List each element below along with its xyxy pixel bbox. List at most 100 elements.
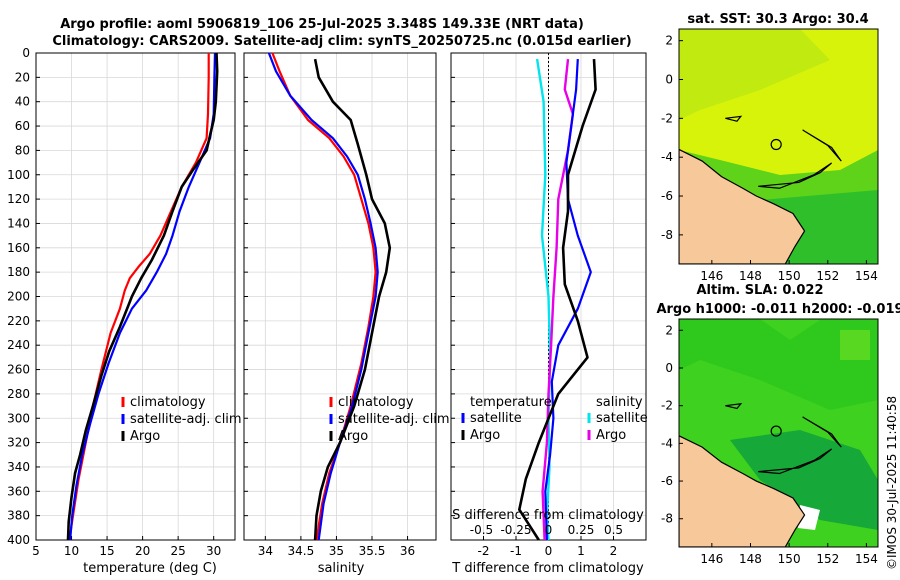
map-x-tick-label: 152 <box>816 552 839 566</box>
land-mass <box>679 148 806 264</box>
x-tick-label: 35 <box>329 544 344 558</box>
y-tick-label: 140 <box>7 216 30 230</box>
island-new-britain <box>758 162 833 189</box>
map-x-tick-label: 146 <box>700 269 723 283</box>
y-tick-label: 180 <box>7 265 30 279</box>
argo-location-marker <box>770 138 782 151</box>
map-x-tick-label: 150 <box>778 552 801 566</box>
y-tick-label: 340 <box>7 460 30 474</box>
legend-label: Argo <box>470 428 500 443</box>
y-tick-label: 80 <box>15 143 30 157</box>
y-tick-label: 160 <box>7 241 30 255</box>
map-x-tick-label: 148 <box>739 269 762 283</box>
sla-map-title2: Argo h1000: -0.011 h2000: -0.019 <box>656 302 900 317</box>
map-color-patch <box>798 505 820 530</box>
difference-panel: -2 -1 0 1 2-0.5 -0.25 0 0.25 0.5temperaturesatel… <box>450 52 648 558</box>
map-x-tick-label: 152 <box>816 269 839 283</box>
timestamp-label: ©IMOS 30-Jul-2025 11:40:58 <box>885 396 899 570</box>
series-temperature-satellite-line <box>544 59 592 541</box>
map-x-tick-label: 154 <box>855 552 878 566</box>
s-tick-label: 0.5 <box>604 523 623 537</box>
map-y-tick-label: -2 <box>661 111 673 125</box>
x-tick-label: -1 <box>510 544 522 558</box>
salinity-panel: 34 34.5 35 35.5 36 climatology satellite-adj. … <box>243 52 450 558</box>
legend-label: satellite <box>470 411 522 426</box>
s-tick-label: 0.25 <box>568 523 595 537</box>
x-tick-label: 34.5 <box>288 544 315 558</box>
map-field <box>679 319 878 547</box>
legend-label: climatology <box>338 395 414 410</box>
x-tick-label: 36 <box>400 544 415 558</box>
figure-title-line2: Climatology: CARS2009. Satellite-adj cli… <box>52 34 631 49</box>
sla-map-title1: Altim. SLA: 0.022 <box>697 283 824 298</box>
map-y-tick-label: -4 <box>661 436 673 450</box>
map-color-patch <box>840 330 870 360</box>
map-y-tick-label: -4 <box>661 150 673 164</box>
map-y-tick-label: 0 <box>665 72 673 86</box>
series-argo-line <box>66 52 219 541</box>
x-tick-label: 5 <box>32 544 40 558</box>
map-y-tick-label: -2 <box>661 399 673 413</box>
map-y-tick-label: -8 <box>661 512 673 526</box>
x-tick-label: 15 <box>99 544 114 558</box>
legend-head-salinity: salinity <box>596 395 643 410</box>
map-frame <box>678 318 879 548</box>
island-manus <box>725 115 743 122</box>
x-tick-label: -2 <box>478 544 490 558</box>
temperature-panel: 5 10 15 20 25 3002040608010012014016018020022… <box>7 46 242 558</box>
legend-head-temperature: temperature <box>470 395 552 410</box>
series-salinity-argo-line <box>541 58 575 541</box>
island-new-ireland <box>802 416 842 448</box>
figure-title-line1: Argo profile: aoml 5906819_106 25-Jul-20… <box>60 17 584 32</box>
legend-label: Argo <box>596 428 626 443</box>
map-field <box>679 29 878 264</box>
s-tick-label: -0.25 <box>500 523 531 537</box>
y-tick-label: 40 <box>15 95 30 109</box>
y-tick-label: 0 <box>22 46 30 60</box>
y-tick-label: 360 <box>7 484 30 498</box>
s-tick-label: 0 <box>545 523 553 537</box>
map-y-tick-label: -8 <box>661 228 673 242</box>
series-salinity-satellite-line <box>535 58 552 541</box>
y-tick-label: 240 <box>7 338 30 352</box>
y-tick-label: 220 <box>7 314 30 328</box>
map-color-patch <box>730 430 878 530</box>
island-new-ireland <box>802 129 842 162</box>
y-tick-label: 60 <box>15 119 30 133</box>
legend-label: climatology <box>130 395 206 410</box>
difference-xlabel: T difference from climatology <box>451 561 644 576</box>
salinity-xlabel: salinity <box>318 561 365 576</box>
s-tick-label: -0.5 <box>470 523 493 537</box>
sst-map: 146 148 150 152 154 2 0 -2 -4 -6 -8 <box>661 28 879 283</box>
x-tick-label: 25 <box>171 544 186 558</box>
map-y-tick-label: -6 <box>661 474 673 488</box>
legend-label: satellite <box>596 411 648 426</box>
y-tick-label: 300 <box>7 411 30 425</box>
map-y-tick-label: -6 <box>661 189 673 203</box>
map-color-patch <box>679 319 878 410</box>
sla-map: 146 148 150 152 154 2 0 -2 -4 -6 -8 <box>661 318 879 566</box>
series-argo-line <box>313 58 392 541</box>
y-tick-label: 100 <box>7 168 30 182</box>
x-tick-label: 1 <box>577 544 585 558</box>
sst-map-title: sat. SST: 30.3 Argo: 30.4 <box>687 12 868 27</box>
series-temperature-argo-line <box>518 59 597 541</box>
x-tick-label: 30 <box>206 544 221 558</box>
y-tick-label: 320 <box>7 436 30 450</box>
x-tick-label: 20 <box>135 544 150 558</box>
y-tick-label: 280 <box>7 387 30 401</box>
y-tick-label: 120 <box>7 192 30 206</box>
x-tick-label: 2 <box>610 544 618 558</box>
map-y-tick-label: 2 <box>665 34 673 48</box>
map-x-tick-label: 146 <box>700 552 723 566</box>
map-x-tick-label: 154 <box>855 269 878 283</box>
map-color-patch <box>679 29 830 120</box>
island-new-britain <box>758 448 833 475</box>
land-mass <box>679 435 806 547</box>
legend-label: Argo <box>130 429 160 444</box>
legend-label: satellite-adj. clim <box>338 412 450 427</box>
map-frame <box>678 28 879 265</box>
argo-location-marker <box>770 425 782 437</box>
s-difference-label: S difference from climatology <box>452 508 644 523</box>
